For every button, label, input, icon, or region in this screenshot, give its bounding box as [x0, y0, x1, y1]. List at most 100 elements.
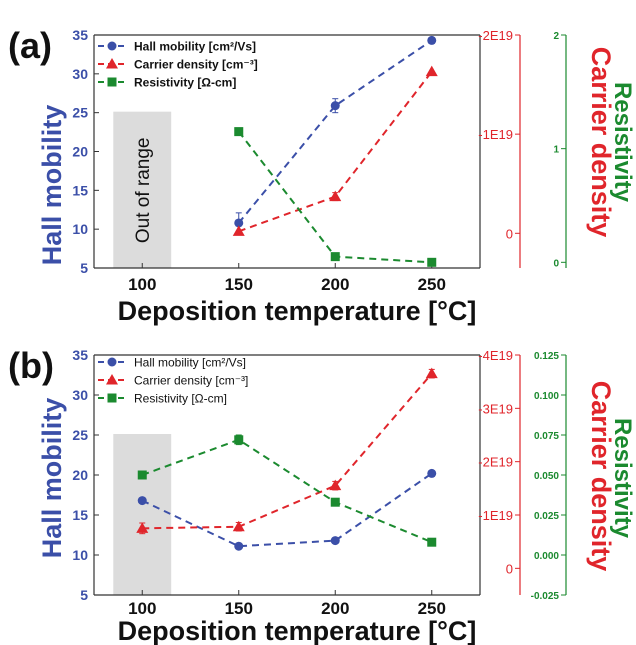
series-right	[234, 127, 437, 267]
mid-axis-tick-label: -2E19	[478, 455, 513, 470]
right-axis-tick-label: 0	[553, 258, 559, 269]
left-axis-tick-label: 5	[80, 260, 88, 276]
data-point	[329, 479, 342, 491]
left-axis-tick-label: 25	[72, 105, 88, 121]
data-point	[234, 127, 244, 137]
series-mid	[232, 65, 438, 236]
series-left	[137, 468, 437, 551]
right-axis-tick-label: 1	[553, 145, 559, 156]
right-axis-tick-label: 0.100	[534, 391, 559, 402]
shaded-region	[113, 111, 172, 269]
data-point	[232, 520, 245, 532]
left-axis-tick-label: 35	[72, 347, 88, 363]
legend: Hall mobility [cm²/Vs] Carrier density [c…	[98, 40, 258, 90]
legend-label: Resistivity [Ω-cm]	[134, 76, 236, 90]
x-axis-tick-label: 150	[225, 599, 253, 618]
series-mid	[136, 367, 438, 535]
shaded-region	[113, 434, 172, 595]
left-axis-tick-label: 10	[72, 221, 88, 237]
x-axis-tick-label: 150	[225, 275, 253, 294]
x-axis-tick-label: 200	[321, 599, 349, 618]
mid-axis-title: Carrier density	[586, 381, 616, 572]
series-left	[234, 35, 437, 234]
right-axis-tick-label: 0.125	[534, 351, 559, 362]
x-axis-tick-label: 100	[128, 275, 156, 294]
legend-label: Resistivity [Ω-cm]	[134, 392, 227, 406]
data-point	[106, 374, 118, 385]
series-line	[238, 71, 433, 233]
x-axis-tick-label: 200	[321, 275, 349, 294]
left-axis-tick-label: 30	[72, 66, 88, 82]
data-point	[427, 537, 437, 547]
data-point	[330, 536, 340, 546]
data-point	[330, 101, 340, 111]
left-axis-title: Hall mobility	[37, 398, 67, 559]
right-axis-title: Resistivity	[609, 82, 636, 203]
left-axis-tick-label: 15	[72, 507, 88, 523]
mid-axis-tick-label: 0	[506, 226, 513, 241]
data-point	[107, 393, 117, 403]
mid-axis-tick-label: -4E19	[478, 348, 513, 363]
mid-axis-tick-label: -1E19	[478, 127, 513, 142]
data-point	[427, 468, 437, 478]
panel-label: (a)	[8, 25, 52, 66]
data-point	[107, 41, 117, 51]
data-point	[330, 252, 340, 262]
left-axis-tick-label: 5	[80, 587, 88, 603]
right-axis-tick-label: 0.075	[534, 431, 559, 442]
mid-axis-tick-label: 0	[506, 561, 513, 576]
mid-axis-tick-label: -2E19	[478, 28, 513, 43]
mid-axis-title: Carrier density	[586, 47, 616, 238]
x-axis-tick-label: 250	[418, 599, 446, 618]
legend: Hall mobility [cm²/Vs] Carrier density [c…	[98, 356, 248, 406]
left-axis-title: Hall mobility	[37, 105, 67, 266]
x-axis-tick-label: 100	[128, 599, 156, 618]
data-point	[232, 225, 245, 236]
left-axis-tick-label: 35	[72, 27, 88, 43]
left-axis-tick-label: 20	[72, 144, 88, 160]
series-line	[142, 373, 433, 530]
left-axis-tick-label: 25	[72, 427, 88, 443]
right-axis-tick-label: 0.000	[534, 551, 559, 562]
right-axis-title: Resistivity	[609, 418, 636, 539]
data-point	[427, 257, 437, 267]
data-point	[425, 65, 438, 77]
data-point	[137, 496, 147, 506]
data-point	[107, 357, 117, 367]
data-point	[329, 190, 342, 202]
data-point	[427, 35, 437, 45]
chart-panel-b: 5 10 15 20 25 30 35 Hall mobility 0 -1E19 -2E19 -3E…	[8, 345, 636, 645]
series-line	[237, 39, 433, 224]
legend-label: Carrier density [cm⁻³]	[134, 58, 258, 72]
data-point	[107, 77, 117, 87]
right-axis-tick-label: 0.025	[534, 511, 559, 522]
left-axis-tick-label: 10	[72, 547, 88, 563]
shaded-region-label: Out of range	[133, 138, 154, 244]
x-axis-tick-label: 250	[418, 275, 446, 294]
panel-label: (b)	[8, 345, 54, 386]
data-point	[234, 435, 244, 445]
right-axis-tick-label: 0.050	[534, 471, 559, 482]
left-axis-tick-label: 15	[72, 182, 88, 198]
data-point	[234, 218, 244, 228]
legend-label: Hall mobility [cm²/Vs]	[134, 356, 246, 370]
legend-label: Hall mobility [cm²/Vs]	[134, 40, 256, 54]
data-point	[136, 522, 149, 533]
data-point	[137, 470, 147, 480]
legend-label: Carrier density [cm⁻³]	[134, 374, 248, 388]
x-axis-title: Deposition temperature [°C]	[118, 616, 477, 645]
data-point	[234, 541, 244, 551]
x-axis-title: Deposition temperature [°C]	[118, 296, 477, 326]
right-axis-tick-label: 2	[553, 31, 559, 42]
data-point	[425, 367, 438, 379]
data-point	[330, 497, 340, 507]
series-line	[141, 472, 433, 548]
mid-axis-tick-label: -3E19	[478, 401, 513, 416]
series-line	[141, 438, 433, 544]
right-axis-tick-label: -0.025	[531, 591, 560, 602]
left-axis-tick-label: 20	[72, 467, 88, 483]
data-point	[106, 58, 118, 69]
series-right	[137, 434, 437, 547]
